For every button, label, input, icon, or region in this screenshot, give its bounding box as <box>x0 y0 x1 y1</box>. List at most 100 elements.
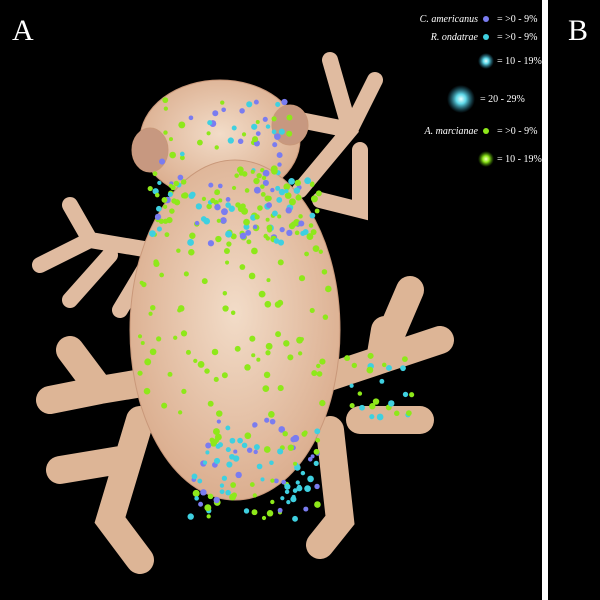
dot <box>193 358 198 363</box>
dot <box>140 340 145 345</box>
dot <box>246 239 252 245</box>
dot <box>147 185 153 192</box>
dot <box>321 269 328 275</box>
dot <box>149 348 157 356</box>
dot <box>137 370 143 376</box>
dot <box>303 506 309 512</box>
dot <box>319 399 326 407</box>
dot <box>314 428 321 435</box>
dot <box>231 185 237 191</box>
legend-dot <box>478 151 494 167</box>
dot <box>150 305 156 311</box>
legend-range: = >0 - 9% <box>497 14 537 25</box>
legend-range: = 10 - 19% <box>497 154 542 165</box>
dot <box>269 460 274 466</box>
dot <box>265 124 271 129</box>
dot <box>194 496 199 501</box>
dot <box>284 483 291 490</box>
dot <box>196 139 203 146</box>
dot <box>195 203 203 210</box>
dot <box>284 192 292 199</box>
dot <box>301 431 307 437</box>
dot <box>270 499 275 505</box>
dot <box>254 214 260 220</box>
dot <box>372 398 380 405</box>
dot <box>224 260 230 265</box>
dot <box>257 205 263 211</box>
legend: C. americanus = >0 - 9% R. ondatrae = >0… <box>420 14 542 167</box>
dot <box>262 179 269 187</box>
dot <box>253 444 260 451</box>
dot <box>270 478 275 483</box>
dot <box>401 356 408 363</box>
dot <box>239 232 247 240</box>
dot <box>256 463 263 470</box>
dot <box>282 430 288 437</box>
dot <box>158 218 165 224</box>
dot <box>278 426 286 433</box>
dot <box>208 182 214 188</box>
dot <box>212 428 220 436</box>
dot <box>294 230 300 236</box>
dot <box>144 358 152 366</box>
dot <box>198 501 204 507</box>
dot <box>161 402 168 409</box>
dot <box>227 137 234 144</box>
dot <box>177 174 184 181</box>
dot <box>300 230 306 236</box>
dot <box>379 378 385 384</box>
dot <box>251 509 258 516</box>
dot <box>204 368 210 374</box>
dot <box>386 364 392 371</box>
dot <box>215 443 221 449</box>
dot <box>174 199 181 206</box>
dot <box>262 116 268 122</box>
dot <box>349 403 355 409</box>
dot <box>250 169 255 174</box>
dot <box>207 240 215 247</box>
dot <box>187 513 194 520</box>
dot <box>222 305 229 312</box>
dot <box>255 131 261 136</box>
dot <box>225 230 233 238</box>
dot <box>269 418 276 425</box>
dot <box>288 222 296 230</box>
dot <box>233 449 238 454</box>
dot <box>261 175 267 181</box>
dot <box>156 226 162 232</box>
legend-range: = >0 - 9% <box>497 32 537 43</box>
dot <box>309 307 315 314</box>
legend-dot <box>483 16 489 22</box>
dot <box>263 446 271 453</box>
dot <box>319 358 326 365</box>
dot <box>188 115 194 121</box>
dot <box>277 507 283 513</box>
right-arm <box>292 52 383 221</box>
dot <box>262 385 270 392</box>
dot <box>244 188 250 193</box>
dot <box>200 489 207 496</box>
dot <box>283 340 290 347</box>
dot <box>206 131 211 136</box>
dot <box>315 437 321 443</box>
dot <box>315 190 322 197</box>
dot <box>293 187 301 194</box>
dot <box>210 439 218 447</box>
dot <box>270 187 275 193</box>
dot <box>273 238 280 244</box>
dot <box>188 192 195 200</box>
dot <box>266 510 274 517</box>
dot <box>241 132 247 137</box>
dot <box>216 419 221 424</box>
dot <box>276 197 283 203</box>
dot <box>231 125 237 131</box>
dot <box>244 432 252 440</box>
dot <box>252 493 257 498</box>
dot <box>141 281 147 288</box>
dot <box>312 245 320 252</box>
dot <box>156 205 162 212</box>
dot <box>204 504 212 512</box>
dot <box>180 330 188 337</box>
dot <box>246 101 253 108</box>
